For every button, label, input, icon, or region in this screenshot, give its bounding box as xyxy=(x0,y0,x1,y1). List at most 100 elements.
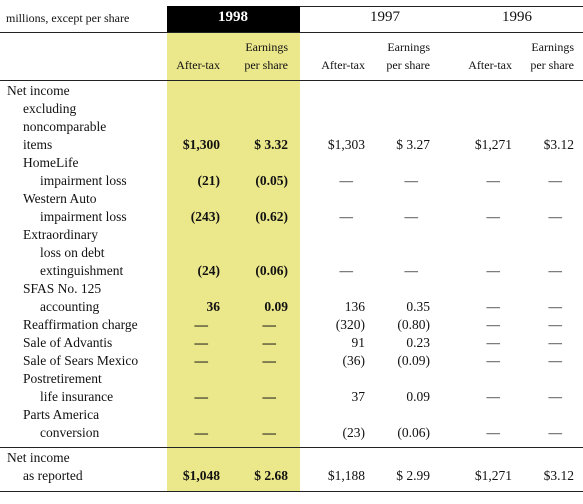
cell-value: (24) xyxy=(197,263,221,278)
rule xyxy=(0,447,583,448)
cell-value: — xyxy=(486,299,501,314)
row-label: Reaffirmation charge xyxy=(23,317,138,332)
row-label: Sale of Advantis xyxy=(23,335,113,350)
subheader-after-tax: After-tax xyxy=(321,58,365,72)
subheader-eps: Earnings xyxy=(531,40,574,54)
row-label: as reported xyxy=(23,468,83,483)
cell-value: — xyxy=(486,209,501,224)
cell-value: 0.23 xyxy=(406,335,430,350)
rule xyxy=(0,80,583,81)
cell-value: — xyxy=(339,263,354,278)
rule xyxy=(300,6,583,7)
cell-value: 37 xyxy=(351,389,366,404)
cell-value: — xyxy=(548,317,563,332)
cell-value: $ 3.27 xyxy=(396,137,430,152)
subheader-eps: per share xyxy=(530,58,574,72)
row-label: HomeLife xyxy=(23,155,79,170)
year-header: 1998 xyxy=(218,9,248,25)
cell-value: — xyxy=(194,425,209,440)
cell-value: — xyxy=(339,209,354,224)
row-label: Parts America xyxy=(23,407,100,422)
cell-value: — xyxy=(548,173,563,188)
row-label: Extraordinary xyxy=(23,227,98,242)
cell-value: 91 xyxy=(351,335,366,350)
row-label: extinguishment xyxy=(40,263,124,278)
cell-value: — xyxy=(194,353,209,368)
cell-value: (21) xyxy=(197,173,221,188)
cell-value: — xyxy=(486,353,501,368)
cell-value: — xyxy=(486,173,501,188)
cell-value: — xyxy=(548,353,563,368)
cell-value: $ 2.68 xyxy=(254,468,288,483)
cell-value: 136 xyxy=(344,299,365,314)
cell-value: — xyxy=(262,425,277,440)
rule xyxy=(0,32,583,33)
row-label: loss on debt xyxy=(40,245,105,260)
cell-value: — xyxy=(548,389,563,404)
cell-value: (243) xyxy=(190,209,220,224)
subheader-eps: per share xyxy=(244,58,288,72)
cell-value: (0.80) xyxy=(397,317,430,332)
cell-value: — xyxy=(486,317,501,332)
cell-value: (23) xyxy=(342,425,366,440)
cell-value: — xyxy=(548,263,563,278)
year-1998-box xyxy=(167,6,300,32)
cell-value: 0.35 xyxy=(406,299,430,314)
row-label: Net income xyxy=(7,450,70,465)
row-label: Net income xyxy=(7,83,70,98)
cell-value: 36 xyxy=(206,299,221,314)
rule xyxy=(0,491,583,492)
cell-value: $3.12 xyxy=(543,468,574,483)
cell-value: — xyxy=(548,209,563,224)
cell-value: — xyxy=(404,209,419,224)
row-label: items xyxy=(23,137,53,152)
cell-value: $1,271 xyxy=(474,137,512,152)
cell-value: — xyxy=(486,263,501,278)
cell-value: (320) xyxy=(335,317,365,332)
year-header: 1997 xyxy=(370,9,400,25)
row-label: impairment loss xyxy=(40,209,127,224)
cell-value: $1,303 xyxy=(327,137,365,152)
cell-value: — xyxy=(262,317,277,332)
row-label: excluding xyxy=(23,101,77,116)
cell-value: — xyxy=(194,389,209,404)
cell-value: — xyxy=(194,317,209,332)
highlight-1998 xyxy=(167,32,300,492)
cell-value: (0.05) xyxy=(255,173,288,188)
cell-value: — xyxy=(548,425,563,440)
cell-value: (0.06) xyxy=(255,263,288,278)
cell-value: $ 3.32 xyxy=(254,137,288,152)
row-label: impairment loss xyxy=(40,173,127,188)
cell-value: $1,048 xyxy=(182,468,220,483)
cell-value: — xyxy=(262,335,277,350)
cell-value: — xyxy=(404,263,419,278)
cell-value: (0.62) xyxy=(255,209,288,224)
cell-value: — xyxy=(548,335,563,350)
row-label: conversion xyxy=(40,425,100,440)
cell-value: $ 2.99 xyxy=(396,468,430,483)
cell-value: — xyxy=(262,353,277,368)
cell-value: — xyxy=(548,299,563,314)
cell-value: $3.12 xyxy=(543,137,574,152)
cell-value: — xyxy=(486,335,501,350)
cell-value: 0.09 xyxy=(406,389,430,404)
cell-value: (36) xyxy=(342,353,366,368)
subheader-eps: Earnings xyxy=(387,40,430,54)
row-label: Western Auto xyxy=(23,191,97,206)
row-label: life insurance xyxy=(40,389,114,404)
cell-value: — xyxy=(339,173,354,188)
subheader-eps: Earnings xyxy=(245,40,288,54)
cell-value: $1,188 xyxy=(327,468,365,483)
subheader-after-tax: After-tax xyxy=(176,58,220,72)
cell-value: — xyxy=(486,425,501,440)
row-label: Postretirement xyxy=(23,371,102,386)
subheader-eps: per share xyxy=(386,58,430,72)
unit-note: millions, except per share xyxy=(6,11,130,25)
year-header: 1996 xyxy=(502,9,532,25)
cell-value: (0.09) xyxy=(397,353,430,368)
row-label: accounting xyxy=(40,299,100,314)
cell-value: $1,271 xyxy=(474,468,512,483)
subheader-after-tax: After-tax xyxy=(468,58,512,72)
cell-value: — xyxy=(262,389,277,404)
